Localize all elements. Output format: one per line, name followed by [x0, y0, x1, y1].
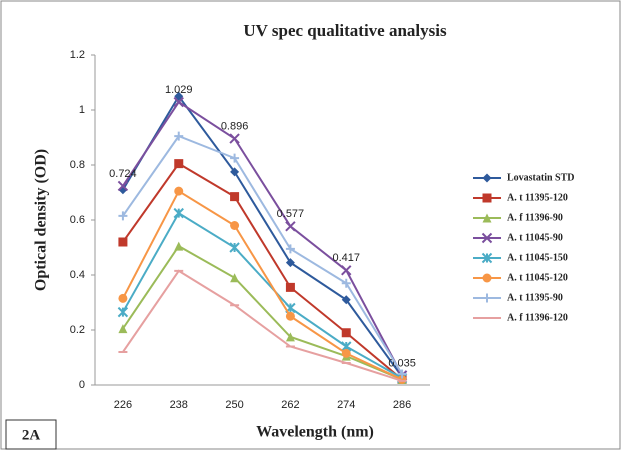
- marker: [341, 348, 351, 358]
- data-label: 0.417: [332, 252, 360, 264]
- series-line: [122, 189, 403, 381]
- legend-label: A. t 11045-90: [507, 232, 563, 243]
- y-axis-label: Optical density (OD): [33, 149, 50, 291]
- marker: [118, 211, 128, 221]
- data-label: 0.724: [109, 168, 137, 180]
- marker: [285, 282, 295, 292]
- marker: [341, 265, 352, 276]
- marker: [174, 159, 184, 169]
- marker: [118, 237, 128, 247]
- marker: [229, 133, 240, 144]
- marker: [117, 180, 129, 192]
- marker: [173, 207, 184, 219]
- marker: [174, 241, 184, 251]
- marker: [341, 295, 351, 305]
- marker: [117, 306, 129, 318]
- panel-box: [5, 419, 57, 450]
- chart-title: UV spec qualitative analysis: [243, 21, 447, 40]
- y-tick-label: 0: [79, 379, 85, 391]
- legend-marker: [482, 173, 492, 183]
- series-line: [122, 134, 403, 375]
- series-line: [122, 244, 403, 381]
- marker: [118, 293, 128, 303]
- y-tick-label: 1: [79, 104, 85, 116]
- x-tick-label: 226: [114, 399, 132, 411]
- marker: [230, 221, 240, 230]
- series-line: [122, 211, 403, 379]
- marker: [174, 131, 184, 141]
- legend-marker: [482, 213, 492, 223]
- marker: [118, 324, 128, 334]
- legend-label: A. t 11045-150: [507, 252, 568, 263]
- y-tick-label: 0.8: [70, 159, 85, 171]
- marker: [230, 273, 240, 283]
- x-tick-label: 286: [393, 399, 411, 411]
- legend-marker: [481, 232, 493, 244]
- marker: [174, 186, 184, 196]
- marker: [285, 332, 295, 342]
- marker: [229, 242, 240, 253]
- legend-label: Lovastatin STD: [507, 172, 575, 183]
- legend-label: A. t 11395-90: [507, 292, 563, 303]
- series-line: [122, 94, 403, 378]
- series-line: [122, 162, 403, 381]
- legend-label: A. f 11396-90: [507, 212, 563, 223]
- x-tick-label: 238: [170, 399, 188, 411]
- data-label: 0.896: [221, 121, 249, 133]
- marker: [230, 153, 240, 163]
- legend-label: A. t 11395-120: [507, 192, 568, 203]
- legend-marker: [482, 293, 492, 303]
- legend-label: A. f 11396-120: [507, 312, 568, 323]
- marker: [341, 278, 351, 288]
- marker: [230, 167, 240, 177]
- data-label: 0.577: [277, 208, 305, 220]
- data-label: 0.035: [388, 357, 416, 369]
- y-tick-label: 0.4: [70, 269, 85, 281]
- x-tick-label: 262: [281, 399, 299, 411]
- x-tick-label: 250: [225, 399, 243, 411]
- legend-marker: [482, 273, 492, 283]
- series-line: [122, 100, 403, 376]
- marker: [285, 311, 295, 321]
- x-tick-label: 274: [337, 399, 355, 411]
- y-tick-label: 1.2: [70, 49, 85, 61]
- legend-marker: [482, 193, 492, 203]
- legend-label: A. t 11045-120: [507, 272, 568, 283]
- legend-marker: [481, 252, 493, 264]
- x-axis-label: Wavelength (nm): [256, 424, 374, 441]
- panel-label: 2A: [22, 427, 41, 443]
- marker: [285, 258, 295, 268]
- series-line: [122, 269, 403, 382]
- marker: [285, 244, 295, 254]
- marker: [230, 192, 240, 202]
- marker: [341, 328, 351, 338]
- y-tick-label: 0.6: [70, 214, 85, 226]
- marker: [397, 369, 407, 379]
- data-label: 1.029: [165, 84, 193, 96]
- y-tick-label: 0.2: [70, 324, 85, 336]
- marker: [285, 221, 296, 232]
- marker: [173, 96, 184, 108]
